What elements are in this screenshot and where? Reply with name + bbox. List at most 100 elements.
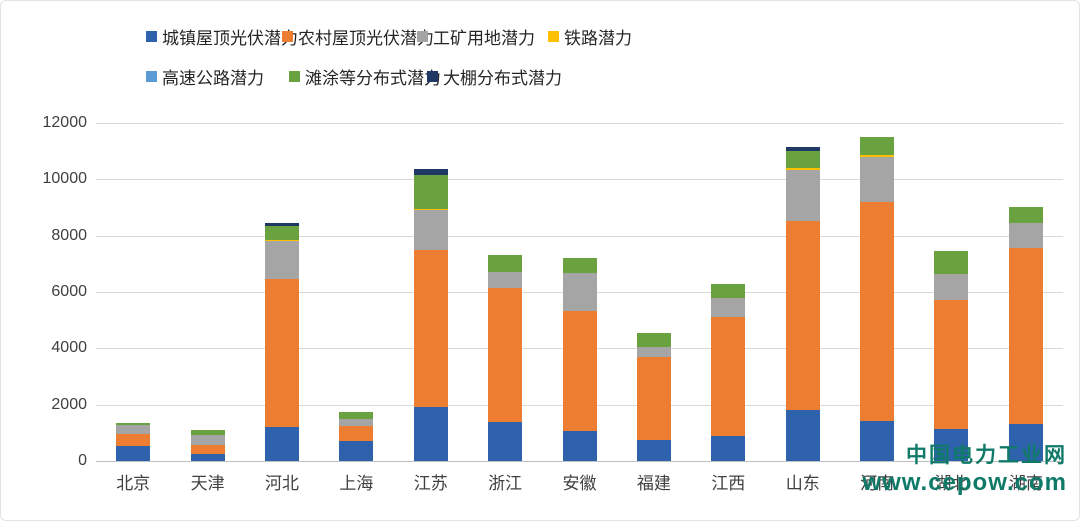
legend-swatch-greenhouse-distributed — [427, 70, 438, 82]
bar-segment — [934, 250, 969, 274]
bar-江西[interactable] — [691, 123, 765, 461]
bar-stack — [488, 255, 523, 461]
bar-福建[interactable] — [617, 123, 691, 461]
x-tick-label: 上海 — [339, 474, 374, 493]
bar-segment — [339, 440, 374, 461]
bar-北京[interactable] — [96, 123, 170, 461]
y-tick-label: 4000 — [51, 339, 87, 357]
x-tick-label: 湖南 — [1008, 474, 1043, 493]
bar-湖北[interactable] — [914, 123, 988, 461]
watermark: 中国电力工业网 www.cepow.com — [862, 443, 1067, 497]
bar-segment — [190, 453, 225, 461]
bar-河南[interactable] — [840, 123, 914, 461]
bar-浙江[interactable] — [468, 123, 542, 461]
legend-label: 大棚分布式潜力 — [443, 68, 562, 88]
bar-segment — [785, 147, 820, 152]
bar-segment — [934, 428, 969, 461]
bar-segment — [1008, 423, 1043, 461]
bar-上海[interactable] — [319, 123, 393, 461]
y-tick-label: 12000 — [42, 114, 88, 131]
bar-stack — [413, 169, 448, 461]
x-tick-label: 安徽 — [562, 474, 597, 493]
bar-湖南[interactable] — [989, 123, 1063, 461]
gridline — [96, 235, 1063, 237]
bar-segment — [934, 273, 969, 301]
bar-stack — [339, 412, 374, 461]
bar-segment — [339, 412, 374, 419]
legend-item-industrial-mining-land[interactable]: 工矿用地潜力 — [417, 25, 535, 48]
bar-segment — [785, 151, 820, 169]
x-tick-label: 山东 — [785, 474, 820, 493]
x-tick-label: 天津 — [190, 474, 225, 493]
x-tick-label: 福建 — [636, 474, 671, 493]
bar-segment — [636, 439, 671, 461]
bar-segment — [116, 434, 151, 446]
bar-江苏[interactable] — [394, 123, 468, 461]
bar-segment — [190, 435, 225, 445]
bar-stack — [190, 430, 225, 461]
bar-segment — [264, 240, 299, 242]
plot-area — [96, 123, 1063, 462]
bar-segment — [413, 208, 448, 211]
bar-stack — [264, 223, 299, 461]
bar-stack — [860, 137, 895, 461]
bar-stack — [562, 257, 597, 461]
legend-label: 城镇屋顶光伏潜力 — [162, 28, 298, 48]
legend-item-railway[interactable]: 铁路潜力 — [548, 25, 632, 48]
legend-swatch-industrial-mining-land — [417, 30, 428, 42]
bar-segment — [1008, 206, 1043, 223]
legend-item-rural-rooftop-pv[interactable]: 农村屋顶光伏潜力 — [282, 25, 434, 48]
bar-segment — [636, 347, 671, 358]
bar-segment — [413, 169, 448, 175]
bar-segment — [488, 288, 523, 422]
legend-item-greenhouse-distributed[interactable]: 大棚分布式潜力 — [427, 65, 562, 88]
legend-item-highway[interactable]: 高速公路潜力 — [146, 65, 264, 88]
bar-segment — [264, 241, 299, 280]
bar-segment — [116, 423, 151, 425]
y-tick-label: 8000 — [51, 226, 87, 244]
bar-stack — [636, 333, 671, 461]
watermark-site-url: www.cepow.com — [862, 469, 1067, 496]
legend-swatch-railway — [548, 30, 559, 42]
legend-label: 铁路潜力 — [564, 28, 632, 48]
gridline — [96, 123, 1063, 124]
x-tick-label: 浙江 — [488, 474, 523, 493]
bar-安徽[interactable] — [542, 123, 616, 461]
x-axis: 北京 天津 河北 上海 江苏 浙江 安徽 福建 江西 山东 河南 湖北 湖南 — [96, 469, 1063, 494]
bar-segment — [1008, 247, 1043, 424]
watermark-site-name: 中国电力工业网 — [906, 444, 1067, 467]
bar-segment — [711, 435, 746, 461]
y-tick-label: 10000 — [42, 170, 88, 188]
legend-item-urban-rooftop-pv[interactable]: 城镇屋顶光伏潜力 — [146, 25, 298, 48]
bar-segment — [264, 427, 299, 461]
bar-stack — [116, 423, 151, 461]
bar-segment — [860, 137, 895, 155]
bar-segment — [636, 333, 671, 348]
bar-segment — [711, 284, 746, 299]
bar-segment — [562, 273, 597, 312]
legend-label: 工矿用地潜力 — [433, 28, 535, 48]
bar-segment — [190, 430, 225, 436]
x-tick-label: 江苏 — [413, 474, 448, 493]
bar-segment — [116, 445, 151, 461]
bar-山东[interactable] — [766, 123, 840, 461]
bar-segment — [785, 220, 820, 410]
bar-segment — [190, 444, 225, 454]
legend-swatch-urban-rooftop-pv — [146, 30, 157, 42]
legend-swatch-tidal-flat-distributed — [289, 70, 300, 82]
bar-stack — [785, 147, 820, 461]
x-tick-label: 河南 — [860, 474, 895, 493]
bar-segment — [860, 201, 895, 421]
bar-stack — [711, 284, 746, 461]
bar-segment — [413, 174, 448, 209]
bar-天津[interactable] — [170, 123, 244, 461]
x-tick-label: 湖北 — [934, 474, 969, 493]
bar-segment — [785, 168, 820, 170]
bar-segment — [264, 223, 299, 227]
bar-segment — [562, 257, 597, 274]
bar-segment — [488, 272, 523, 289]
legend-item-tidal-flat-distributed[interactable]: 滩涂等分布式潜力 — [289, 65, 441, 88]
bar-segment — [339, 418, 374, 426]
x-tick-label: 北京 — [116, 474, 151, 493]
bar-河北[interactable] — [245, 123, 319, 461]
